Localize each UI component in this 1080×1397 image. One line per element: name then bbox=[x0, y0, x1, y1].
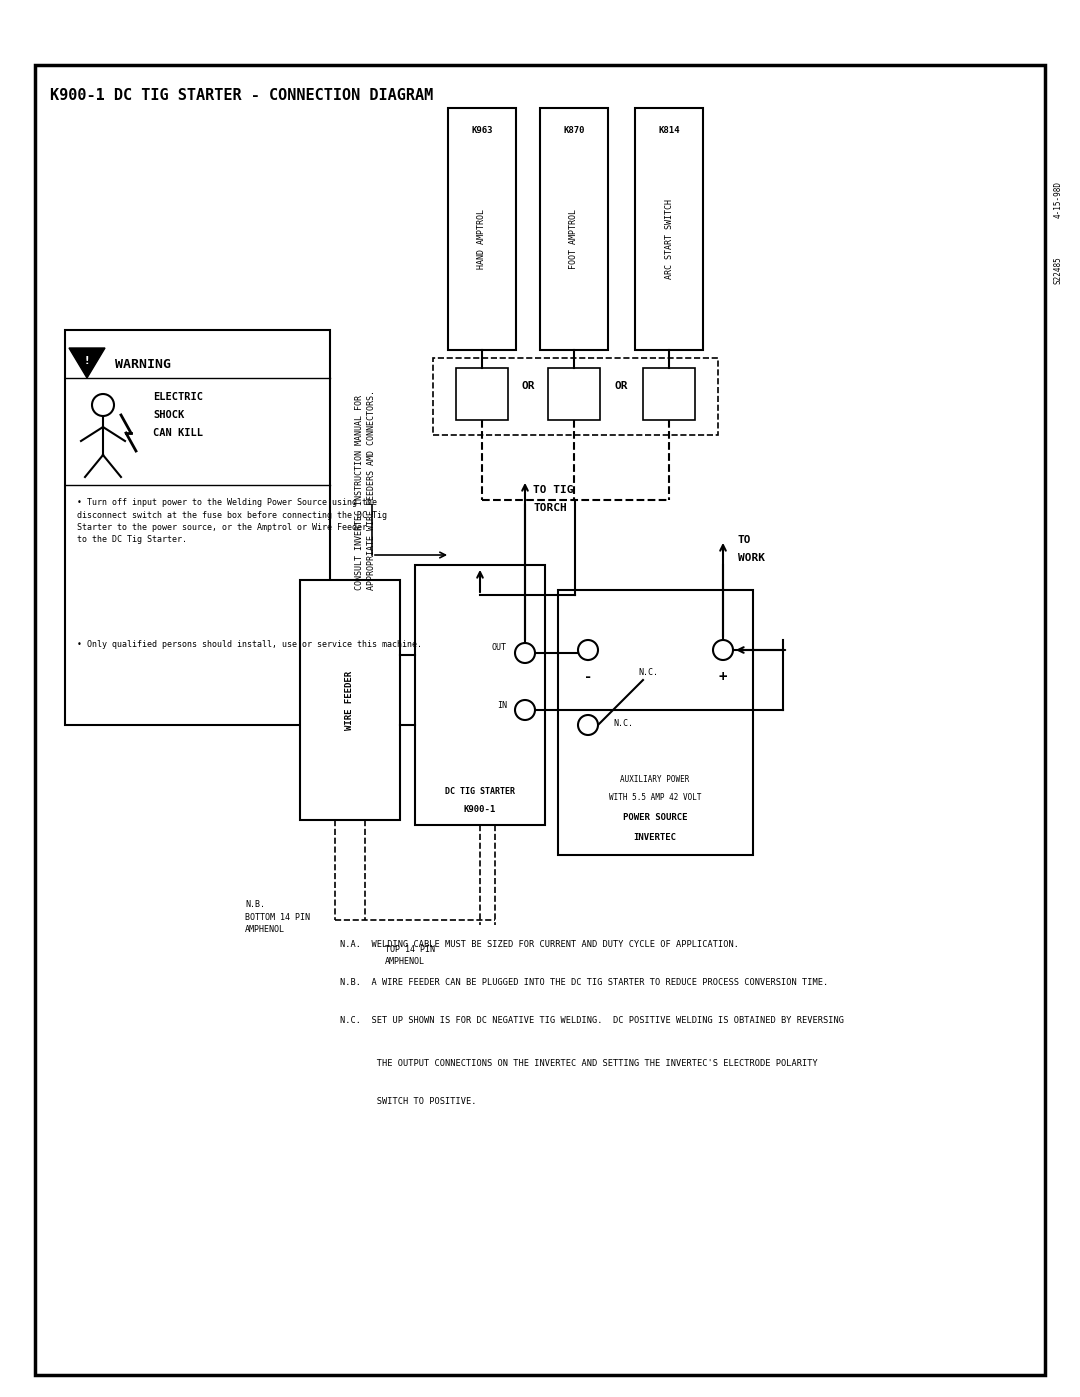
Polygon shape bbox=[69, 348, 105, 379]
Text: WORK: WORK bbox=[738, 553, 765, 563]
Text: AUXILIARY POWER: AUXILIARY POWER bbox=[620, 775, 690, 784]
Text: ELECTRIC: ELECTRIC bbox=[153, 393, 203, 402]
Text: N.C.: N.C. bbox=[613, 719, 633, 728]
Bar bbox=[433, 358, 718, 434]
Text: WARNING: WARNING bbox=[114, 358, 171, 372]
Circle shape bbox=[713, 640, 733, 659]
Circle shape bbox=[92, 394, 114, 416]
Text: K963: K963 bbox=[471, 126, 492, 136]
Text: !: ! bbox=[84, 356, 90, 366]
Text: N.A.  WELDING CABLE MUST BE SIZED FOR CURRENT AND DUTY CYCLE OF APPLICATION.: N.A. WELDING CABLE MUST BE SIZED FOR CUR… bbox=[340, 940, 739, 949]
Text: 4-15-98D: 4-15-98D bbox=[1053, 182, 1063, 218]
Text: -: - bbox=[584, 671, 592, 685]
Text: OUT: OUT bbox=[492, 644, 507, 652]
Text: K814: K814 bbox=[658, 126, 679, 136]
Text: • Only qualified persons should install, use or service this machine.: • Only qualified persons should install,… bbox=[77, 640, 422, 650]
Circle shape bbox=[578, 715, 598, 735]
Text: K900-1 DC TIG STARTER - CONNECTION DIAGRAM: K900-1 DC TIG STARTER - CONNECTION DIAGR… bbox=[50, 88, 433, 103]
Text: WIRE FEEDER: WIRE FEEDER bbox=[346, 671, 354, 729]
Text: OR: OR bbox=[615, 381, 627, 391]
Text: +: + bbox=[719, 671, 727, 685]
Text: SHOCK: SHOCK bbox=[153, 409, 185, 420]
Text: DC TIG STARTER: DC TIG STARTER bbox=[445, 787, 515, 796]
Text: ARC START SWITCH: ARC START SWITCH bbox=[664, 198, 674, 279]
Text: K900-1: K900-1 bbox=[464, 805, 496, 814]
Text: TO TIG: TO TIG bbox=[534, 485, 573, 495]
Bar bbox=[540, 108, 608, 351]
Text: IN: IN bbox=[497, 700, 507, 710]
Circle shape bbox=[515, 700, 535, 719]
Text: TORCH: TORCH bbox=[534, 503, 567, 513]
Text: N.C.: N.C. bbox=[638, 668, 658, 678]
Text: N.C.  SET UP SHOWN IS FOR DC NEGATIVE TIG WELDING.  DC POSITIVE WELDING IS OBTAI: N.C. SET UP SHOWN IS FOR DC NEGATIVE TIG… bbox=[340, 1016, 843, 1025]
Text: FOOT AMPTROL: FOOT AMPTROL bbox=[569, 210, 579, 270]
Bar bbox=[65, 330, 330, 725]
Text: CAN KILL: CAN KILL bbox=[153, 427, 203, 439]
Bar bbox=[643, 367, 696, 420]
Text: OR: OR bbox=[522, 381, 535, 391]
Text: TO: TO bbox=[738, 535, 752, 545]
Text: INVERTEC: INVERTEC bbox=[634, 833, 676, 842]
Bar bbox=[415, 564, 545, 826]
Text: N.B.
BOTTOM 14 PIN
AMPHENOL: N.B. BOTTOM 14 PIN AMPHENOL bbox=[245, 900, 310, 935]
Text: N.B.  A WIRE FEEDER CAN BE PLUGGED INTO THE DC TIG STARTER TO REDUCE PROCESS CON: N.B. A WIRE FEEDER CAN BE PLUGGED INTO T… bbox=[340, 978, 828, 988]
Bar bbox=[456, 367, 508, 420]
Text: SWITCH TO POSITIVE.: SWITCH TO POSITIVE. bbox=[340, 1097, 476, 1106]
Bar bbox=[548, 367, 600, 420]
Text: POWER SOURCE: POWER SOURCE bbox=[623, 813, 687, 821]
Text: S22485: S22485 bbox=[1053, 256, 1063, 284]
Bar bbox=[558, 590, 753, 855]
Text: • Turn off input power to the Welding Power Source using the
disconnect switch a: • Turn off input power to the Welding Po… bbox=[77, 497, 387, 545]
Text: K870: K870 bbox=[564, 126, 584, 136]
Circle shape bbox=[515, 643, 535, 664]
Text: TOP 14 PIN
AMPHENOL: TOP 14 PIN AMPHENOL bbox=[384, 944, 435, 967]
Bar bbox=[635, 108, 703, 351]
Text: WITH 5.5 AMP 42 VOLT: WITH 5.5 AMP 42 VOLT bbox=[609, 793, 701, 802]
Text: HAND AMPTROL: HAND AMPTROL bbox=[477, 210, 486, 270]
Circle shape bbox=[578, 640, 598, 659]
Text: CONSULT INVERTEC INSTRUCTION MANUAL FOR
APPROPRIATE WIRE FEEDERS AMD CONNECTORS.: CONSULT INVERTEC INSTRUCTION MANUAL FOR … bbox=[355, 390, 376, 590]
Text: THE OUTPUT CONNECTIONS ON THE INVERTEC AND SETTING THE INVERTEC'S ELECTRODE POLA: THE OUTPUT CONNECTIONS ON THE INVERTEC A… bbox=[340, 1059, 818, 1067]
Bar bbox=[448, 108, 516, 351]
Bar bbox=[300, 580, 400, 820]
